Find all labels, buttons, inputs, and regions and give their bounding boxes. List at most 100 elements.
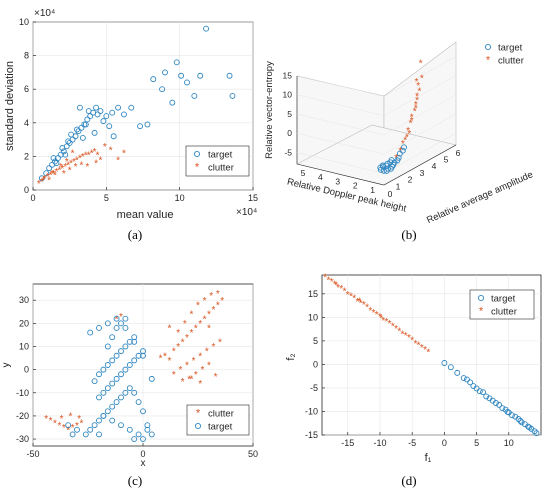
point-clutter-b: *: [410, 116, 414, 127]
point-clutter-d: *: [375, 310, 379, 321]
point-clutter-a: *: [53, 170, 57, 181]
point-target-a: [109, 109, 116, 116]
x-axis-label-d: f₁: [425, 452, 432, 464]
point-target-a: [97, 108, 104, 114]
point-target-c: [140, 408, 146, 415]
point-target-a: [159, 86, 166, 93]
point-clutter-a: *: [85, 162, 89, 173]
legend-label-clutter-b: clutter: [498, 56, 524, 67]
y-axis-label-a: standard deviation: [4, 61, 16, 151]
point-target-a: [103, 113, 110, 120]
point-clutter-d: *: [413, 339, 417, 350]
point-target-c: [69, 431, 76, 438]
point-target-a: [50, 155, 57, 162]
point-target-c: [96, 431, 102, 438]
point-target-c: [104, 385, 111, 392]
point-clutter-d: *: [365, 303, 369, 314]
point-clutter-d: *: [368, 306, 372, 317]
point-clutter-b: *: [415, 77, 419, 88]
point-target-a: [59, 145, 66, 151]
point-target-a: [91, 129, 98, 136]
point-clutter-a: *: [74, 162, 78, 173]
point-target-c: [82, 431, 89, 438]
ticks-a: 0 5 10 15 0 2 4 6 8 10: [19, 17, 258, 203]
point-target-b: [396, 150, 403, 157]
legend-label-target-a: target: [208, 150, 233, 161]
point-clutter-a: *: [52, 169, 56, 180]
caption-b: (b): [401, 227, 416, 242]
point-clutter-a: *: [75, 155, 79, 166]
point-clutter-c: *: [203, 314, 207, 325]
point-target-d: [483, 393, 490, 400]
point-clutter-c: *: [53, 418, 57, 429]
point-target-a: [173, 59, 180, 66]
y-tick-label-a: 2: [24, 151, 29, 161]
point-clutter-a: *: [94, 159, 98, 170]
point-clutter-c: *: [115, 314, 119, 325]
point-target-a: [110, 133, 117, 140]
point-clutter-a: *: [68, 165, 72, 176]
point-clutter-c: *: [77, 414, 81, 425]
point-clutter-c: *: [198, 379, 202, 390]
point-clutter-c: *: [178, 365, 182, 376]
point-target-a: [75, 128, 82, 135]
y-tick-label-a: 10: [19, 17, 29, 27]
point-clutter-a: *: [103, 142, 107, 153]
point-clutter-a: *: [47, 176, 51, 187]
point-target-d: [531, 428, 538, 435]
point-clutter-c: *: [211, 342, 215, 353]
point-target-c: [122, 389, 129, 396]
point-clutter-c: *: [200, 365, 204, 376]
point-clutter-c: *: [49, 416, 53, 427]
point-clutter-a: *: [71, 149, 75, 160]
point-clutter-a: *: [109, 145, 113, 156]
point-clutter-d: *: [333, 280, 337, 291]
point-clutter-c: *: [172, 370, 176, 381]
point-clutter-b: *: [407, 129, 411, 140]
point-clutter-a: *: [84, 150, 88, 161]
y-tick-label-c: -10: [16, 388, 29, 398]
z-axis-label-b: Relative vector-entropy: [264, 61, 275, 159]
y-tick-label-d: -15: [305, 430, 318, 440]
point-clutter-b: *: [401, 139, 405, 150]
point-target-a: [178, 72, 185, 79]
point-target-d: [447, 364, 454, 371]
x-tick-label-a: 0: [30, 193, 35, 203]
point-clutter-c: *: [181, 377, 185, 388]
point-target-a: [93, 104, 100, 111]
point-clutter-b: *: [413, 106, 417, 117]
y-exponent-a: ×10⁴: [34, 8, 55, 19]
point-clutter-b: *: [416, 81, 420, 92]
point-clutter-c: *: [62, 423, 66, 434]
y-tick-label-b: 2: [353, 181, 358, 191]
x-tick-label-a: 5: [104, 193, 109, 203]
point-clutter-b: *: [398, 146, 402, 157]
point-target-c: [131, 357, 138, 364]
point-clutter-d: *: [339, 284, 343, 295]
point-target-c: [113, 315, 120, 322]
legend-label-clutter-d: clutter: [491, 307, 517, 318]
point-target-a: [60, 148, 67, 155]
point-target-a: [38, 175, 45, 182]
point-clutter-c: *: [57, 421, 61, 432]
point-clutter-c: *: [163, 351, 167, 362]
point-target-c: [100, 412, 107, 419]
point-target-b: [395, 154, 402, 161]
point-clutter-d: *: [407, 333, 411, 344]
point-target-c: [135, 352, 142, 359]
point-clutter-a: *: [41, 176, 45, 187]
point-target-c: [148, 375, 155, 382]
point-clutter-d: *: [346, 290, 350, 301]
point-clutter-c: *: [196, 300, 200, 311]
point-clutter-c: *: [220, 296, 224, 307]
point-target-c: [104, 408, 111, 415]
point-target-a: [203, 25, 210, 32]
x-tick-label-b: 2: [408, 175, 413, 185]
legend-marker-target-d: [477, 294, 485, 302]
point-clutter-d: *: [401, 329, 405, 340]
point-clutter-c: *: [167, 356, 171, 367]
point-clutter-a: *: [78, 154, 82, 165]
marks-c: * * ** * * * * * * * * * * ** * * * * * * ***** * * ** * * * **** **…: [44, 289, 224, 443]
point-target-c: [113, 375, 120, 382]
point-target-c: [118, 422, 124, 429]
